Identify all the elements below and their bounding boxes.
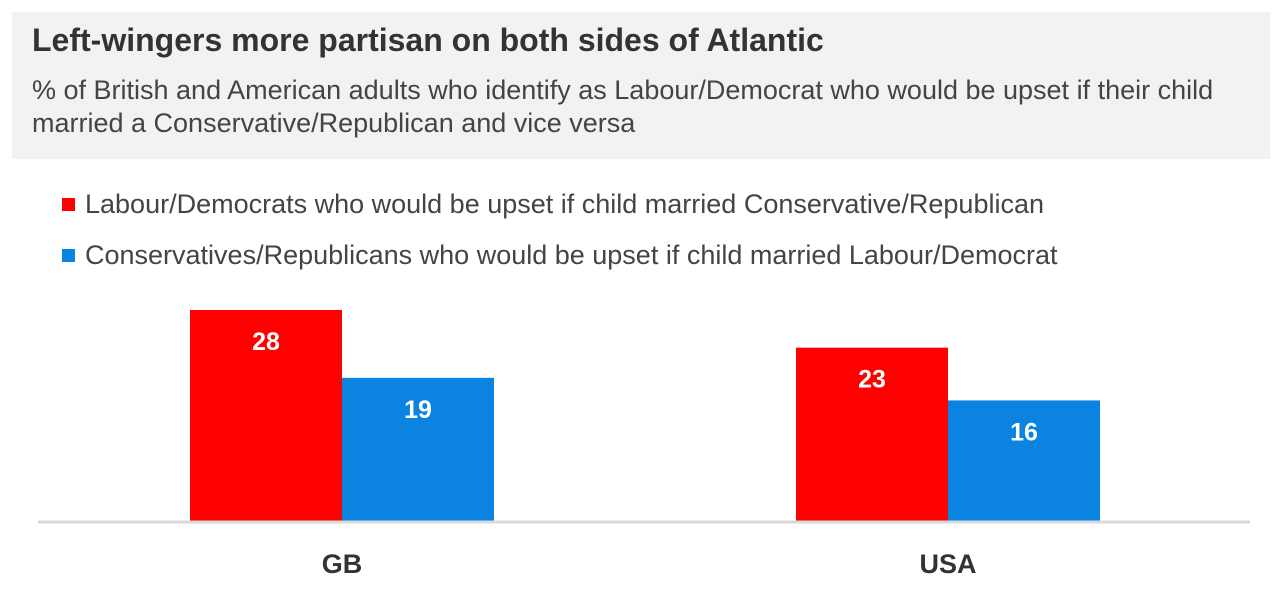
chart-title: Left-wingers more partisan on both sides…	[32, 22, 824, 58]
legend-label-left: Labour/Democrats who would be upset if c…	[85, 188, 1044, 219]
chart-legend: Labour/Democrats who would be upset if c…	[62, 186, 1058, 288]
legend-swatch-red	[62, 197, 75, 211]
legend-item-right: Conservatives/Republicans who would be u…	[62, 237, 1058, 273]
bar-gb-series1	[190, 310, 342, 521]
legend-item-left: Labour/Democrats who would be upset if c…	[62, 186, 1058, 222]
data-label-usa-series1: 23	[858, 366, 886, 394]
chart-subtitle: % of British and American adults who ide…	[32, 75, 1214, 138]
category-label-usa: USA	[919, 549, 976, 579]
legend-swatch-blue	[62, 248, 75, 262]
category-label-gb: GB	[322, 549, 363, 579]
bar-gb-series2	[342, 377, 494, 521]
data-label-gb-series1: 28	[252, 328, 280, 356]
legend-label-right: Conservatives/Republicans who would be u…	[85, 239, 1058, 270]
data-label-usa-series2: 16	[1010, 418, 1038, 446]
bar-usa-series1	[796, 347, 948, 521]
bar-usa-series2	[948, 400, 1100, 521]
data-label-gb-series2: 19	[404, 396, 432, 424]
chart-header: Left-wingers more partisan on both sides…	[12, 12, 1270, 159]
